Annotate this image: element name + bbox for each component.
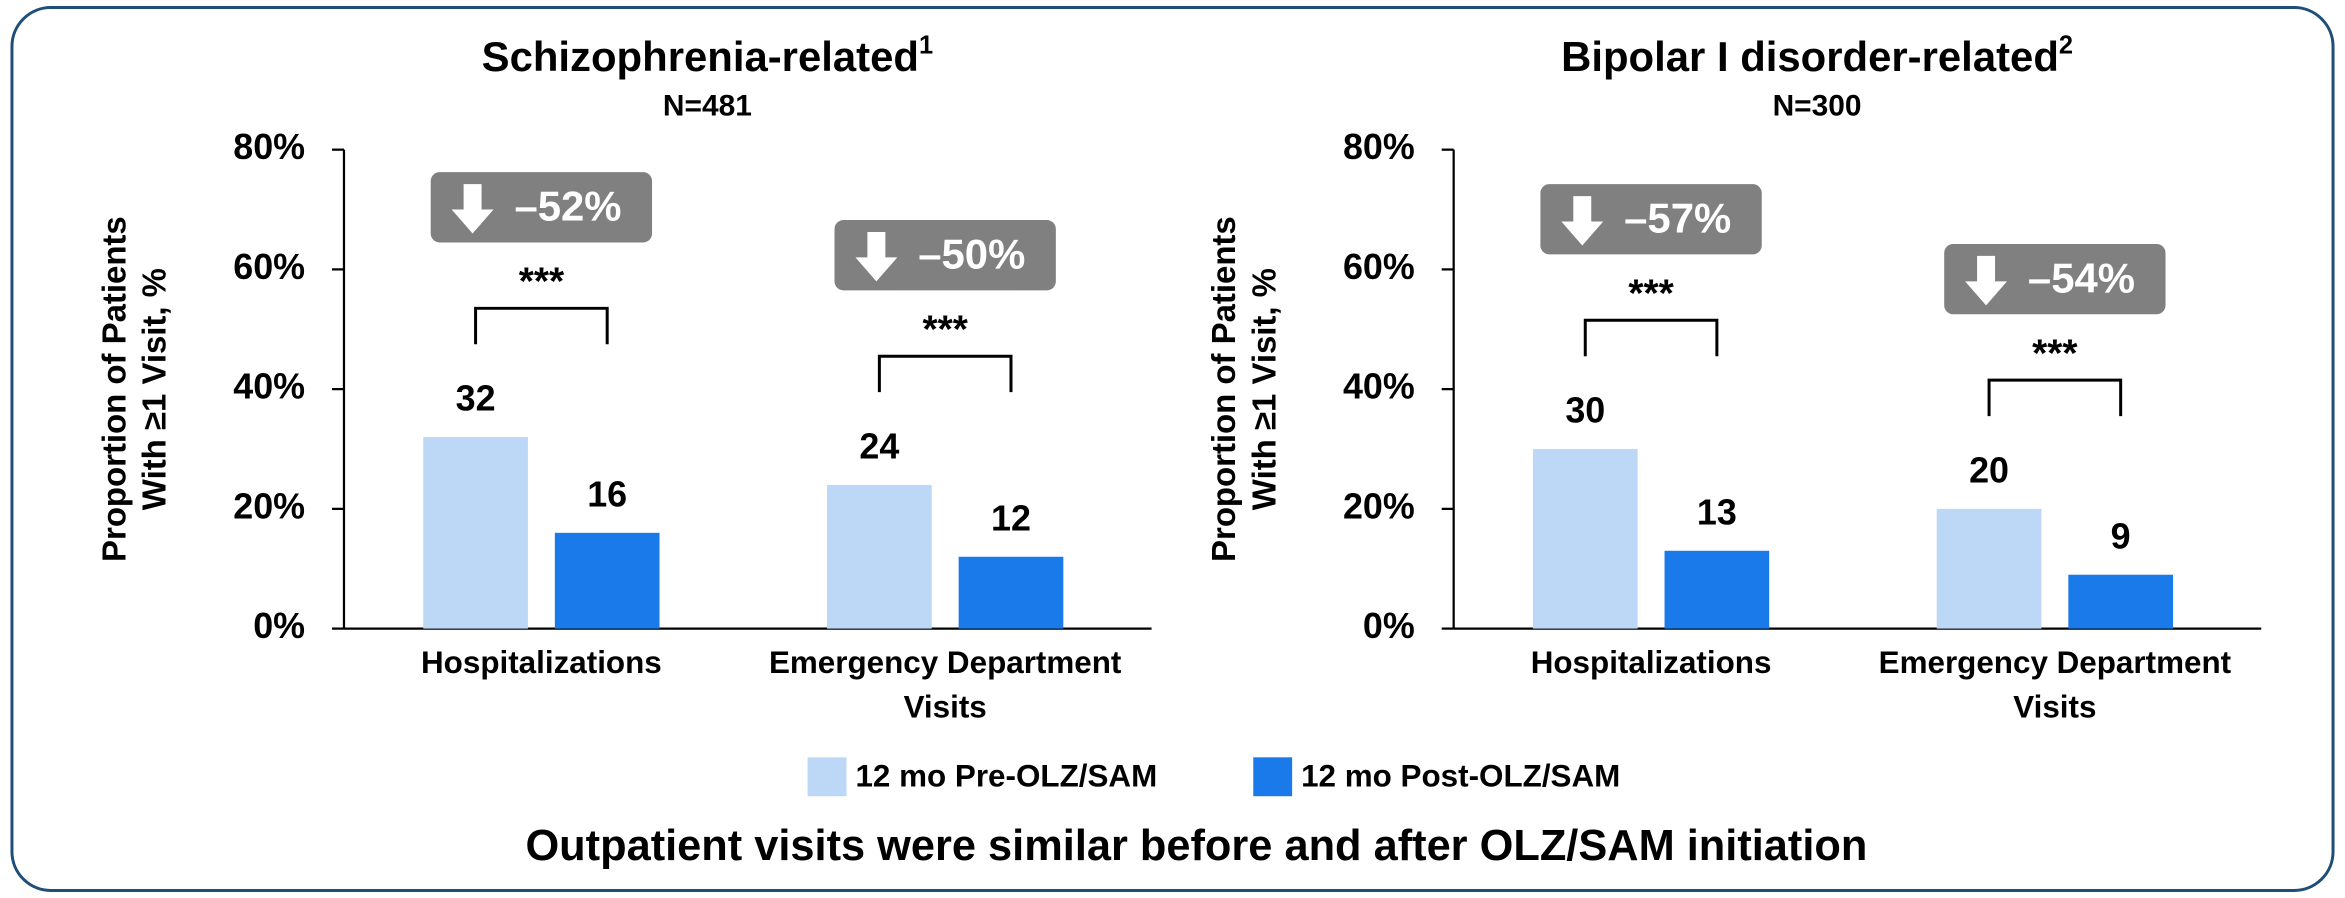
bar xyxy=(423,437,528,629)
significance-bracket xyxy=(1583,318,1719,357)
value-label: 24 xyxy=(859,426,899,466)
chart-title: Schizophrenia-related1 xyxy=(482,31,933,80)
y-tick-label: 60% xyxy=(1343,247,1415,287)
value-label: 9 xyxy=(2111,516,2131,556)
significance-stars: *** xyxy=(922,309,968,352)
down-arrow-icon xyxy=(855,231,898,282)
title-note: 2 xyxy=(2059,31,2073,59)
change-box xyxy=(1540,184,1762,255)
down-arrow-icon xyxy=(451,184,494,234)
x-tick-label: Hospitalizations xyxy=(1531,645,1772,680)
y-tick-label: 20% xyxy=(233,486,305,526)
change-label: –52% xyxy=(514,183,621,230)
value-label: 32 xyxy=(456,379,496,419)
y-tick-label: 0% xyxy=(1363,606,1415,646)
title-note: 1 xyxy=(919,31,933,59)
bar xyxy=(2068,574,2174,629)
y-tick-label: 20% xyxy=(1343,486,1415,526)
change-label: –50% xyxy=(918,230,1025,277)
title-text: Bipolar I disorder-related xyxy=(1561,33,2059,80)
legend-label: 12 mo Post-OLZ/SAM xyxy=(1301,759,1620,794)
significance-bracket xyxy=(474,306,609,345)
significance-stars: *** xyxy=(1628,273,1674,316)
significance-stars: *** xyxy=(2032,332,2078,375)
y-tick-label: 60% xyxy=(233,247,305,287)
change-box xyxy=(430,172,653,243)
significance-bracket xyxy=(877,354,1013,393)
bar xyxy=(958,556,1064,629)
y-tick-label: 0% xyxy=(253,606,305,646)
value-label: 16 xyxy=(587,474,627,514)
bar xyxy=(1532,449,1638,629)
value-label: 20 xyxy=(1969,450,2009,490)
bar xyxy=(827,484,932,629)
chart-subtitle: N=300 xyxy=(1773,90,1862,123)
x-tick-label: Visits xyxy=(2013,690,2096,725)
down-arrow-icon xyxy=(1561,196,1604,246)
y-axis-label: Proportion of Patients xyxy=(1205,216,1242,562)
y-tick-label: 80% xyxy=(1343,127,1415,167)
legend-label: 12 mo Pre-OLZ/SAM xyxy=(855,759,1157,794)
y-axis-label: With ≥1 Visit, % xyxy=(136,268,173,510)
bar xyxy=(554,532,660,629)
chart-title: Bipolar I disorder-related2 xyxy=(1561,31,2073,80)
chart-subtitle: N=481 xyxy=(663,90,752,123)
change-box xyxy=(1944,243,2166,315)
frame xyxy=(10,5,2335,893)
significance-stars: *** xyxy=(519,261,565,304)
x-tick-label: Emergency Department xyxy=(769,645,1122,680)
change-label: –57% xyxy=(1624,195,1731,242)
value-label: 12 xyxy=(991,498,1031,538)
y-axis-label: With ≥1 Visit, % xyxy=(1245,268,1282,510)
legend-swatch xyxy=(807,757,847,797)
down-arrow-icon xyxy=(1965,255,2008,306)
value-label: 30 xyxy=(1565,391,1605,431)
value-label: 13 xyxy=(1697,492,1737,532)
y-axis-label: Proportion of Patients xyxy=(95,216,132,562)
y-tick-label: 80% xyxy=(233,127,305,167)
legend-swatch xyxy=(1253,757,1293,797)
y-tick-label: 40% xyxy=(233,367,305,407)
change-label: –54% xyxy=(2028,254,2135,301)
footer: Outpatient visits were similar before an… xyxy=(525,822,1867,870)
bar xyxy=(1936,508,2042,629)
title-text: Schizophrenia-related xyxy=(482,33,919,80)
change-box xyxy=(834,220,1056,291)
x-tick-label: Visits xyxy=(904,690,987,725)
y-tick-label: 40% xyxy=(1343,367,1415,407)
x-tick-label: Emergency Department xyxy=(1879,645,2232,680)
bar xyxy=(1664,550,1770,629)
x-tick-label: Hospitalizations xyxy=(421,645,662,680)
significance-bracket xyxy=(1987,378,2123,417)
